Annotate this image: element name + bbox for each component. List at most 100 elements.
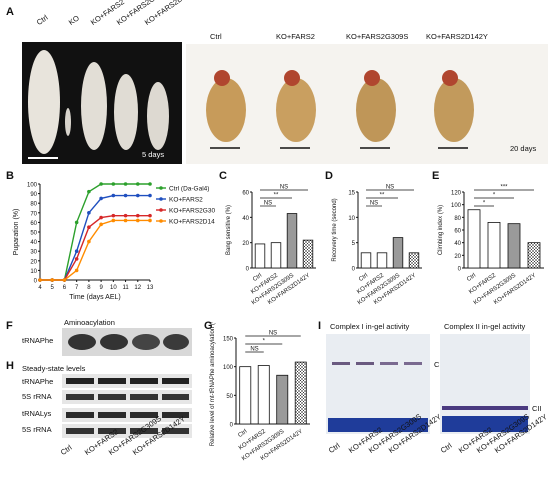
larva-ko xyxy=(65,108,71,136)
x-tick-label: 12 xyxy=(134,285,141,291)
panel-letter-b: B xyxy=(6,170,14,182)
bar xyxy=(257,365,270,425)
steady-state-blots xyxy=(62,374,192,438)
x-tick-label: 13 xyxy=(147,285,154,291)
data-point xyxy=(148,218,152,223)
x-tick-label: 4 xyxy=(38,285,42,291)
bar xyxy=(239,366,252,425)
data-point xyxy=(74,220,79,225)
data-point xyxy=(148,213,152,218)
data-point xyxy=(87,239,91,244)
data-point xyxy=(111,193,116,198)
x-axis-label: Time (days AEL) xyxy=(69,294,120,301)
trnaphe-label-f: tRNAPhe xyxy=(22,336,54,345)
y-tick-label: 80 xyxy=(454,216,461,222)
data-point xyxy=(99,182,103,186)
bar xyxy=(302,239,314,269)
legend-label: KO+FARS2 xyxy=(169,197,203,204)
category-label: Ctrl xyxy=(466,273,477,283)
panel-letter-i: I xyxy=(318,320,322,332)
y-axis-label: Puparation (%) xyxy=(13,209,20,256)
y-tick-label: 70 xyxy=(30,211,37,217)
panel-letter-h: H xyxy=(6,360,14,372)
y-tick-label: 50 xyxy=(30,231,37,237)
panel-letter-f: F xyxy=(6,320,13,332)
sig-label: NS xyxy=(264,201,272,207)
bar xyxy=(270,242,282,269)
bar xyxy=(276,374,289,425)
data-point xyxy=(123,213,128,218)
data-point xyxy=(123,218,128,223)
legend-label: KO+FARS2D142Y xyxy=(169,219,215,226)
data-point xyxy=(99,215,103,220)
data-point xyxy=(87,225,91,229)
panel-letter-d: D xyxy=(325,170,333,182)
complex-ii-gel xyxy=(440,334,530,434)
larvae-label-1: KO xyxy=(66,13,81,27)
series-line xyxy=(40,214,150,281)
sig-label: ** xyxy=(380,193,385,199)
legend-label: KO+FARS2G309S xyxy=(169,208,215,215)
bar xyxy=(360,252,372,269)
y-tick-label: 0 xyxy=(34,279,38,285)
sig-label: NS xyxy=(370,201,378,207)
y-tick-label: 20 xyxy=(30,259,37,265)
bar xyxy=(286,213,298,269)
data-point xyxy=(74,257,79,261)
complex-i-title: Complex I in-gel activity xyxy=(330,322,410,331)
data-point xyxy=(123,182,128,186)
y-tick-label: 0 xyxy=(230,423,234,429)
i2-lane-0: Ctrl xyxy=(438,440,454,455)
series-line xyxy=(40,219,150,281)
data-point xyxy=(87,189,91,194)
y-tick-label: 60 xyxy=(454,229,461,235)
sig-label: NS xyxy=(386,185,394,191)
y-axis-label: Bang sensitive (%) xyxy=(226,205,232,255)
data-point xyxy=(99,196,103,201)
sig-label: NS xyxy=(280,185,288,191)
x-tick-label: 8 xyxy=(87,285,91,291)
fly-label-1: KO+FARS2 xyxy=(276,32,315,41)
sig-label: NS xyxy=(269,331,277,337)
y-tick-label: 0 xyxy=(246,267,250,273)
sig-label: * xyxy=(493,193,496,199)
bar xyxy=(254,243,266,269)
data-point xyxy=(111,182,116,186)
y-tick-label: 80 xyxy=(30,202,37,208)
panel-letter-c: C xyxy=(219,170,227,182)
y-tick-label: 40 xyxy=(242,216,249,222)
data-point xyxy=(111,218,116,223)
legend-marker xyxy=(159,219,163,223)
y-axis-label: Recovery time (second) xyxy=(332,198,338,261)
y-tick-label: 120 xyxy=(451,191,462,197)
data-point xyxy=(62,278,67,282)
y-axis-label: Relative level of mt-tRNAPhe aminoacylat… xyxy=(210,322,216,446)
larvae-image xyxy=(28,50,169,159)
y-tick-label: 60 xyxy=(242,191,249,197)
y-tick-label: 90 xyxy=(30,192,37,198)
data-point xyxy=(74,268,79,273)
data-point xyxy=(99,222,103,227)
bar xyxy=(408,252,420,269)
data-point xyxy=(135,218,140,223)
y-tick-label: 100 xyxy=(451,203,462,209)
y-tick-label: 40 xyxy=(454,241,461,247)
y-tick-label: 10 xyxy=(348,216,355,222)
aminoacylation-title: Aminoacylation xyxy=(64,318,115,327)
y-tick-label: 10 xyxy=(30,269,37,275)
y-tick-label: 30 xyxy=(30,250,37,256)
legend-marker xyxy=(159,208,163,212)
bar xyxy=(392,237,404,269)
fly-label-2: KO+FARS2G309S xyxy=(346,32,409,41)
sig-label: *** xyxy=(500,185,508,191)
y-tick-label: 60 xyxy=(30,221,37,227)
y-tick-label: 100 xyxy=(27,183,38,189)
complex-i-gel xyxy=(326,334,430,434)
sig-label: * xyxy=(263,339,266,345)
data-point xyxy=(135,182,140,186)
sig-label: * xyxy=(483,201,486,207)
complex-ii-title: Complex II in-gel activity xyxy=(444,322,526,331)
